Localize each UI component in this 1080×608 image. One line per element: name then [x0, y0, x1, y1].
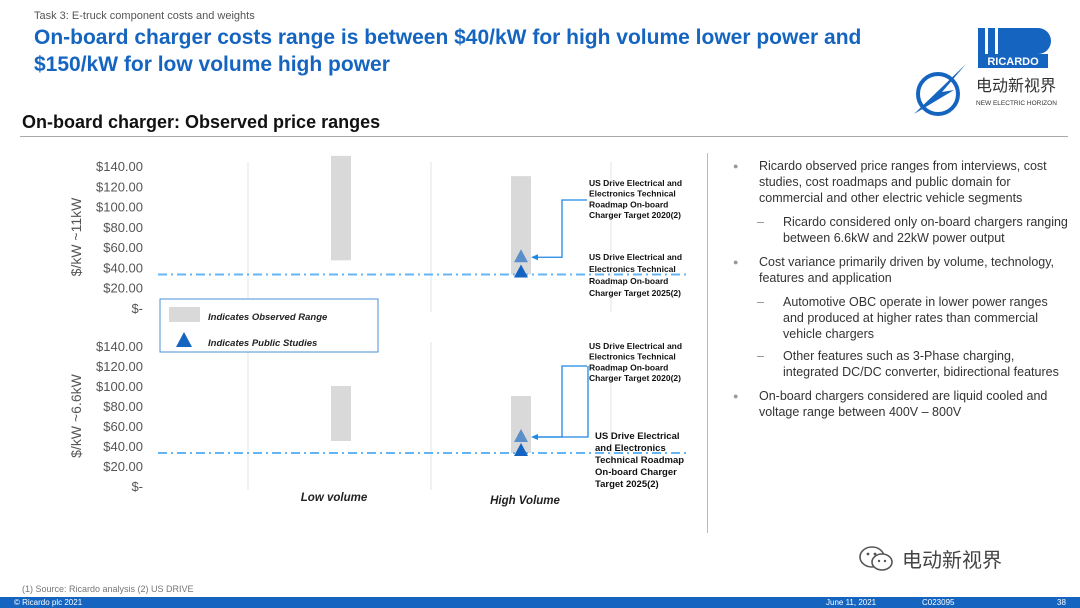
footer-code: C023095 [922, 598, 955, 607]
y-tick-label: $60.00 [103, 240, 143, 255]
study-marker [514, 429, 528, 442]
annotation-text: US Drive Electrical and [589, 178, 682, 188]
annotation-text: Electronics Technical [589, 189, 676, 199]
y-tick-label: $40.00 [103, 439, 143, 454]
bullet-item: On-board chargers considered are liquid … [733, 388, 1068, 420]
footer-copyright: © Ricardo plc 2021 [14, 598, 83, 607]
footer-date: June 11, 2021 [826, 598, 877, 607]
y-axis-label: $/kW ~11kW [68, 197, 84, 276]
sub-bullet-item: Ricardo considered only on-board charger… [733, 214, 1068, 246]
y-tick-label: $80.00 [103, 399, 143, 414]
y-tick-label: $140.00 [96, 159, 143, 174]
connector-arrowhead [531, 254, 538, 261]
y-tick-label: $20.00 [103, 459, 143, 474]
sub-bullet-item: Other features such as 3-Phase charging,… [733, 348, 1068, 380]
y-axis-label: $/kW ~6.6kW [68, 373, 84, 457]
study-marker [514, 443, 528, 456]
divider [20, 136, 1068, 137]
y-tick-label: $80.00 [103, 220, 143, 235]
bullet-item: Ricardo observed price ranges from inter… [733, 158, 1068, 206]
price-range-charts: $- $20.00 $40.00 $60.00 $80.00 $100.00 $120.00… [68, 155, 688, 507]
sub-bullet-item: Automotive OBC operate in lower power ra… [733, 294, 1068, 342]
wechat-icon [859, 545, 893, 571]
footer-page: 38 [1057, 598, 1066, 607]
legend-range-label: Indicates Observed Range [208, 312, 328, 323]
logo-brand: RICARDO [987, 56, 1039, 68]
annotation-text: and Electronics [595, 443, 666, 454]
y-tick-label: $100.00 [96, 379, 143, 394]
wechat-watermark: 电动新视界 [858, 544, 1002, 573]
annotation-text: Electronics Technical [589, 352, 676, 362]
annotation-text: Charger Target 2025(2) [589, 288, 681, 298]
y-tick-label: $140.00 [96, 339, 143, 354]
range-bar [331, 386, 351, 441]
annotation-text: US Drive Electrical [595, 431, 680, 442]
study-marker [514, 264, 528, 278]
legend-study-label: Indicates Public Studies [208, 338, 317, 349]
annotation-text: Charger Target 2020(2) [589, 373, 681, 383]
annotation-text: US Drive Electrical and [589, 252, 682, 262]
annotation-connector [533, 199, 587, 258]
annotation-text: Roadmap On-board [589, 276, 668, 286]
y-tick-label: $- [131, 479, 143, 494]
source-note: (1) Source: Ricardo analysis (2) US DRIV… [22, 584, 194, 594]
y-tick-label: $120.00 [96, 359, 143, 374]
annotation-text: Roadmap On-board [589, 199, 668, 209]
footer-bar: © Ricardo plc 2021 June 11, 2021 C023095… [0, 597, 1080, 608]
annotation-text: Target 2025(2) [595, 479, 659, 490]
y-tick-label: $20.00 [103, 281, 143, 296]
chart-subtitle: On-board charger: Observed price ranges [22, 112, 381, 132]
y-tick-label: $120.00 [96, 179, 143, 194]
annotation-text: On-board Charger [595, 467, 677, 478]
watermark-text: 电动新视界 [902, 550, 1002, 572]
task-label: Task 3: E-truck component costs and weig… [34, 10, 255, 22]
logo-en-name: NEW ELECTRIC HORIZON [976, 100, 1057, 107]
annotation-text: Electronics Technical [589, 264, 676, 274]
page-title: On-board charger costs range is between … [34, 26, 862, 76]
legend: Indicates Observed Range Indicates Public… [159, 298, 379, 353]
x-category-label: High Volume [490, 495, 560, 507]
range-bar [511, 176, 531, 275]
logo-cn-name: 电动新视界 [976, 77, 1056, 95]
legend-range-swatch [169, 307, 200, 322]
annotation-text: Technical Roadmap [595, 455, 684, 466]
y-tick-label: $40.00 [103, 260, 143, 275]
x-category-label: Low volume [301, 492, 368, 504]
annotation-text: Charger Target 2020(2) [589, 210, 681, 220]
vertical-divider [707, 153, 708, 533]
bullet-item: Cost variance primarily driven by volume… [733, 254, 1068, 286]
y-tick-label: $100.00 [96, 200, 143, 215]
legend-study-swatch [176, 332, 192, 347]
annotation-text: Roadmap On-board [589, 362, 668, 372]
y-tick-label: $60.00 [103, 419, 143, 434]
y-tick-label: $- [131, 301, 143, 316]
bullet-list: Ricardo observed price ranges from inter… [733, 158, 1068, 430]
annotation-text: US Drive Electrical and [589, 341, 682, 351]
range-bar [331, 155, 351, 261]
ricardo-logo: RICARDO 电动新视界 NEW ELECTRIC HORIZON [914, 28, 1057, 116]
annotation-connector [533, 365, 587, 438]
annotation-connector [533, 366, 589, 438]
study-marker [514, 249, 528, 263]
